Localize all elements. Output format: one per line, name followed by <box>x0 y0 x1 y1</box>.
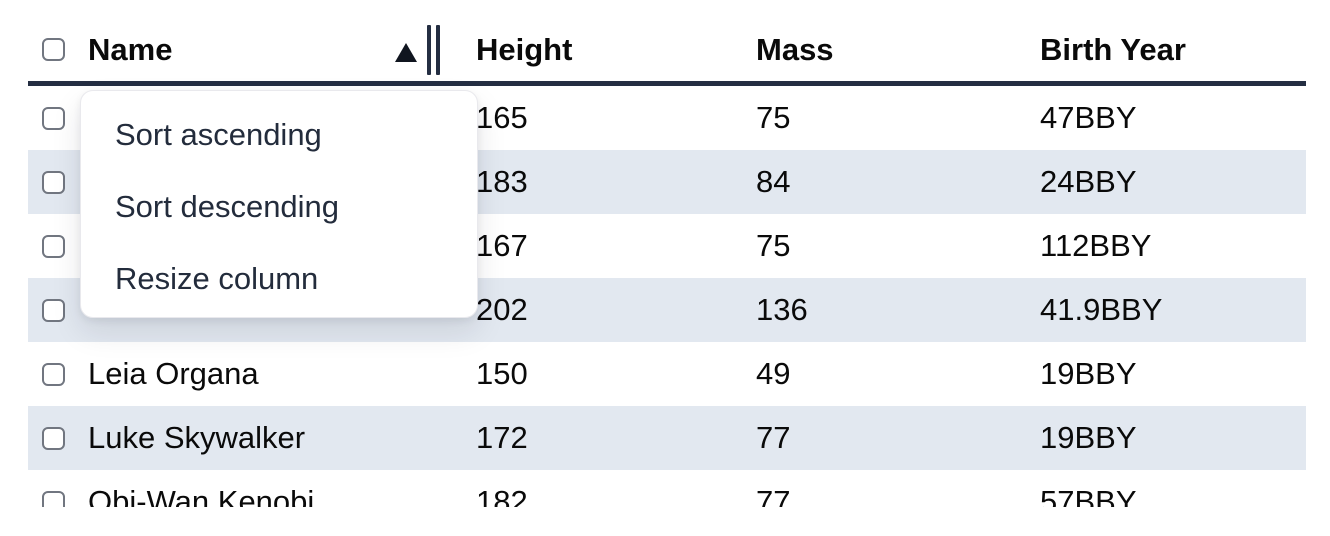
cell-mass: 49 <box>756 356 791 391</box>
cell-birth-year: 19BBY <box>1040 420 1137 455</box>
cell-birth-year: 24BBY <box>1040 164 1137 199</box>
column-header-birth-year-label: Birth Year <box>1040 31 1186 67</box>
row-checkbox[interactable] <box>42 490 65 507</box>
column-header-mass[interactable]: Mass <box>742 32 1026 68</box>
cell-name: Leia Organa <box>88 356 259 391</box>
cell-height: 165 <box>476 100 528 135</box>
cell-name: Luke Skywalker <box>88 420 306 455</box>
table-row: Obi-Wan Kenobi 182 77 57BBY <box>28 470 1306 507</box>
row-checkbox[interactable] <box>42 234 65 258</box>
cell-height: 183 <box>476 164 528 199</box>
cell-name: Obi-Wan Kenobi <box>88 484 315 507</box>
cell-birth-year: 47BBY <box>1040 100 1137 135</box>
header-checkbox-cell <box>28 38 80 61</box>
column-header-menu: Sort ascending Sort descending Resize co… <box>80 90 478 318</box>
cell-height: 202 <box>476 292 528 327</box>
select-all-checkbox[interactable] <box>42 38 65 61</box>
column-header-height[interactable]: Height <box>462 32 742 68</box>
column-header-name[interactable]: Name <box>80 24 462 75</box>
resize-bar-icon <box>436 24 440 75</box>
cell-height: 167 <box>476 228 528 263</box>
table-row: Leia Organa 150 49 19BBY <box>28 342 1306 406</box>
row-checkbox[interactable] <box>42 106 65 130</box>
resize-bar-icon <box>427 24 431 75</box>
cell-height: 182 <box>476 484 528 507</box>
cell-mass: 75 <box>756 100 791 135</box>
cell-mass: 77 <box>756 420 791 455</box>
cell-birth-year: 41.9BBY <box>1040 292 1163 327</box>
column-header-birth-year[interactable]: Birth Year <box>1026 32 1306 68</box>
column-resize-handle[interactable] <box>427 24 440 75</box>
row-checkbox[interactable] <box>42 298 65 322</box>
row-checkbox[interactable] <box>42 362 65 386</box>
cell-birth-year: 57BBY <box>1040 484 1137 507</box>
column-header-height-label: Height <box>476 31 573 67</box>
cell-mass: 77 <box>756 484 791 507</box>
cell-birth-year: 19BBY <box>1040 356 1137 391</box>
column-header-name-label: Name <box>88 31 173 67</box>
cell-mass: 75 <box>756 228 791 263</box>
table-row: 167 75 112BBY <box>28 214 1306 278</box>
menu-item-sort-ascending[interactable]: Sort ascending <box>115 117 322 152</box>
column-header-mass-label: Mass <box>756 31 834 67</box>
menu-item-resize-column[interactable]: Resize column <box>115 261 319 296</box>
cell-height: 150 <box>476 356 528 391</box>
row-checkbox[interactable] <box>42 426 65 450</box>
menu-item-sort-descending[interactable]: Sort descending <box>115 189 340 224</box>
table-header-row: Name Height Mass Birth Year <box>28 0 1306 86</box>
cell-birth-year: 112BBY <box>1040 228 1152 263</box>
table-row: 165 75 47BBY <box>28 86 1306 150</box>
cell-height: 172 <box>476 420 528 455</box>
sort-ascending-icon <box>395 43 417 62</box>
cell-mass: 84 <box>756 164 791 199</box>
cell-mass: 136 <box>756 292 808 327</box>
table-row: Luke Skywalker 172 77 19BBY <box>28 406 1306 470</box>
row-checkbox[interactable] <box>42 170 65 194</box>
